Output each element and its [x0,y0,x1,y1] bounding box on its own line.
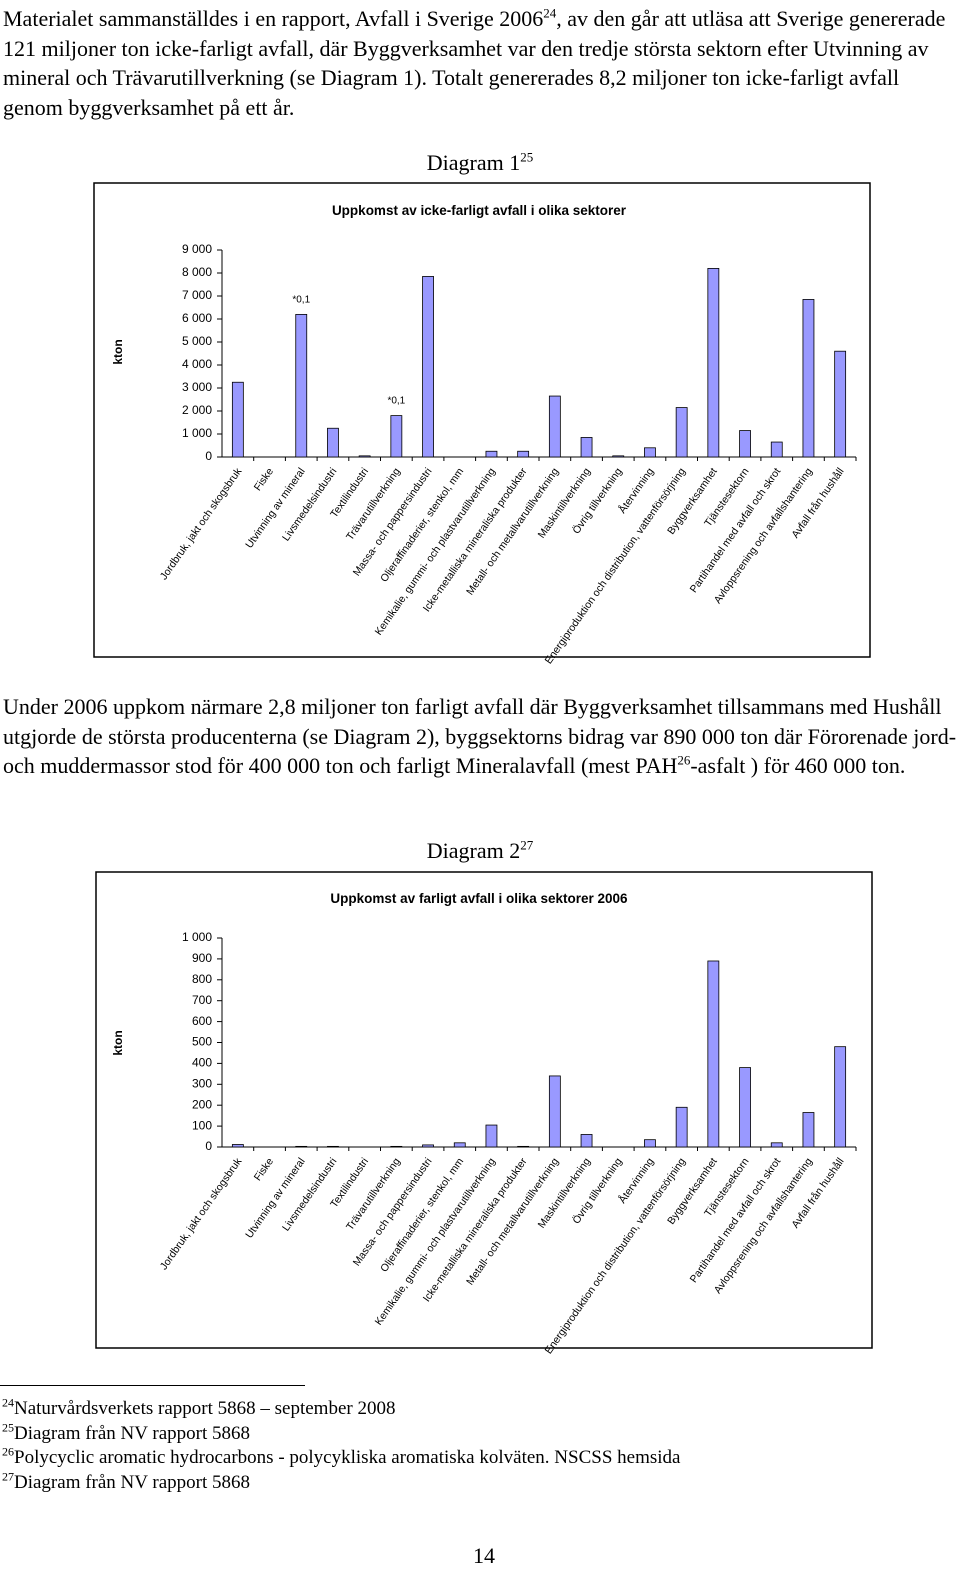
text-run: , av den går att utläsa att Sverige gene… [3,6,946,120]
y-tick-label: 800 [192,972,212,986]
bar [644,447,656,458]
y-axis-label: kton [111,1030,125,1055]
charts: Uppkomst av icke-farligt avfall i olika … [93,182,873,1356]
bar [295,1145,308,1148]
bar [358,455,371,458]
bar [802,299,815,458]
diagram-caption: Diagram 125 [0,150,960,176]
footnote-mark: 25 [2,1420,14,1435]
chart-frame [93,182,871,658]
footnote: 24Naturvårdsverkets rapport 5868 – septe… [2,1395,396,1420]
bar [327,1145,339,1148]
text-run: Materialet sammanställdes i en rapport, … [3,6,544,31]
y-tick-label: 1 000 [182,930,212,944]
bar [485,450,498,458]
bar [834,1046,847,1148]
superscript: 27 [520,837,534,853]
y-tick-label: 9 000 [182,242,212,256]
bar [390,415,403,458]
bar [517,1145,530,1148]
chart-title: Uppkomst av icke-farligt avfall i olika … [332,203,627,218]
text-run: Under 2006 uppkom närmare 2,8 miljoner t… [3,694,957,778]
bar [707,960,720,1148]
bar [770,441,783,458]
footnote: 27Diagram från NV rapport 5868 [2,1469,251,1494]
bar [327,427,339,458]
y-tick-label: 3 000 [182,380,212,394]
footnote-mark: 27 [2,1469,14,1484]
y-tick-label: 8 000 [182,265,212,279]
y-tick-label: 700 [192,993,212,1007]
superscript: 26 [677,752,691,768]
bar [802,1112,815,1148]
bar [422,276,434,458]
bar [675,407,688,458]
y-tick-label: 2 000 [182,403,212,417]
y-tick-label: 0 [205,449,212,463]
y-tick-label: 1 000 [182,426,212,440]
y-tick-label: 200 [192,1097,212,1111]
bar [739,430,751,458]
footnote-text: Diagram från NV rapport 5868 [14,1422,251,1444]
y-tick-label: 300 [192,1076,212,1090]
page-number: 14 [473,1543,495,1568]
y-tick-label: 400 [192,1056,212,1070]
paragraph: Under 2006 uppkom närmare 2,8 miljoner t… [3,692,958,781]
y-tick-label: 500 [192,1035,212,1049]
bar [675,1106,688,1148]
superscript: 24 [543,5,557,21]
chart-title: Uppkomst av farligt avfall i olika sekto… [330,891,628,906]
bar [644,1139,656,1148]
y-tick-label: 7 000 [182,288,212,302]
bar [834,350,847,458]
footnote-text: Diagram från NV rapport 5868 [14,1471,251,1493]
bar [453,1142,466,1148]
bar [295,313,308,458]
y-tick-label: 600 [192,1014,212,1028]
text-run: Diagram 2 [426,838,521,863]
footnote-mark: 24 [2,1395,14,1410]
footnote-mark: 26 [2,1444,14,1459]
footnote-rule [0,1385,305,1386]
bar [422,1144,434,1148]
bar [231,1144,244,1148]
y-tick-label: 100 [192,1118,212,1132]
superscript: 25 [520,149,534,165]
bar [485,1124,498,1148]
chart-frame [95,871,873,1349]
bar [580,437,593,458]
bar [548,395,561,458]
bar [390,1145,403,1148]
diagram-caption: Diagram 227 [0,838,960,864]
bar [612,455,625,458]
y-tick-label: 4 000 [182,357,212,371]
y-tick-label: 5 000 [182,334,212,348]
footnote: 26Polycyclic aromatic hydrocarbons - pol… [2,1444,681,1469]
y-tick-label: 0 [205,1139,212,1153]
y-tick-label: 6 000 [182,311,212,325]
footnote-text: Polycyclic aromatic hydrocarbons - polyc… [14,1447,681,1468]
footnote: 25Diagram från NV rapport 5868 [2,1420,251,1445]
bar [231,381,244,458]
annotation: *0,1 [387,396,405,407]
text-run: -asfalt ) för 460 000 ton. [690,753,906,778]
y-axis-label: kton [111,339,125,364]
paragraph: Materialet sammanställdes i en rapport, … [3,4,958,122]
text-run: Diagram 1 [426,150,521,175]
y-tick-label: 900 [192,951,212,965]
bar [739,1067,751,1148]
bar [517,450,530,458]
bar [707,267,720,458]
annotation: *0,1 [292,294,310,305]
bar [580,1134,593,1148]
footnote-text: Naturvårdsverkets rapport 5868 – septemb… [14,1398,396,1419]
bar [770,1142,783,1148]
bar [548,1075,561,1148]
